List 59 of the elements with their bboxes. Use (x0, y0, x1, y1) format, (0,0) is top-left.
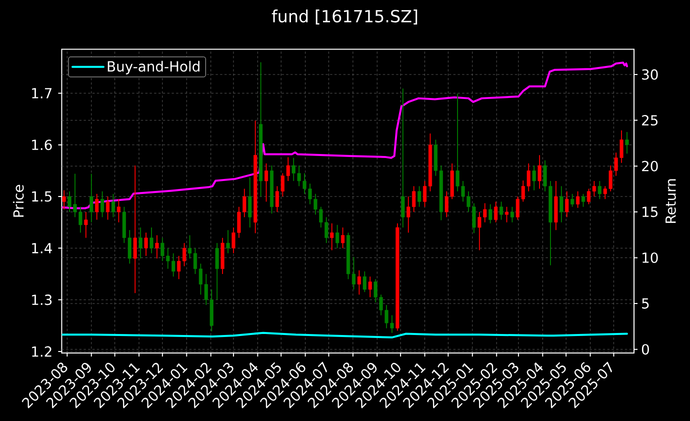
candlestick (111, 193, 116, 218)
y-tick-label: 1.3 (32, 294, 52, 306)
candlestick (150, 227, 154, 254)
candlestick (362, 270, 366, 292)
candlestick (144, 232, 148, 256)
candlestick (598, 180, 602, 200)
candlestick (504, 206, 509, 223)
y2-tick-label: 25 (642, 115, 658, 126)
candlestick (155, 234, 159, 259)
candlestick (226, 230, 230, 254)
candlestick (248, 176, 252, 228)
y-tick-label: 1.5 (32, 191, 52, 202)
candlestick (510, 206, 514, 223)
candlestick (62, 190, 66, 210)
candlestick (138, 227, 142, 259)
y-tick-label: 1.4 (32, 243, 52, 254)
y-tick-label: 1.6 (32, 140, 52, 150)
candlestick (570, 193, 574, 208)
candlestick (576, 190, 580, 208)
candlestick (422, 180, 427, 208)
candlestick (340, 227, 345, 249)
candlestick (188, 234, 192, 259)
candlestick (330, 222, 334, 251)
candlestick (418, 186, 422, 208)
y2-tick-label: 10 (642, 252, 658, 263)
y-tick-label: 1.7 (32, 88, 52, 98)
y2-tick-label: 20 (642, 160, 658, 172)
y2-tick-label: 5 (642, 298, 649, 309)
y-tick-label: 1.2 (32, 346, 52, 357)
candlestick (90, 173, 94, 223)
candlestick (488, 204, 492, 224)
y-axis-title: Price (12, 184, 24, 217)
candlestick (538, 154, 542, 190)
candlestick (581, 193, 586, 208)
candlestick (264, 162, 268, 202)
y2-tick-label: 30 (642, 69, 658, 80)
candlestick (401, 88, 405, 228)
candlestick (133, 165, 137, 294)
candlestick (336, 224, 340, 249)
y2-tick-label: 0 (642, 344, 649, 355)
candlestick (565, 190, 569, 218)
candlestick (560, 186, 564, 223)
candlestick (368, 276, 372, 298)
candlestick (494, 201, 498, 223)
candlestick (84, 212, 88, 238)
y2-axis-title: Return (666, 179, 676, 223)
chart-title: fund [161715.SZ] (272, 10, 418, 24)
candlestick (116, 198, 120, 223)
candlestick (106, 196, 110, 220)
candlestick (357, 270, 361, 296)
candlestick (352, 256, 356, 290)
candlestick (532, 165, 536, 191)
candlestick (100, 190, 104, 218)
candlestick (499, 201, 504, 220)
candlestick (625, 131, 629, 154)
legend-label: Buy-and-Hold (108, 60, 200, 74)
candlestick (95, 193, 99, 220)
candlestick (215, 242, 219, 300)
y2-tick-label: 15 (642, 206, 658, 218)
